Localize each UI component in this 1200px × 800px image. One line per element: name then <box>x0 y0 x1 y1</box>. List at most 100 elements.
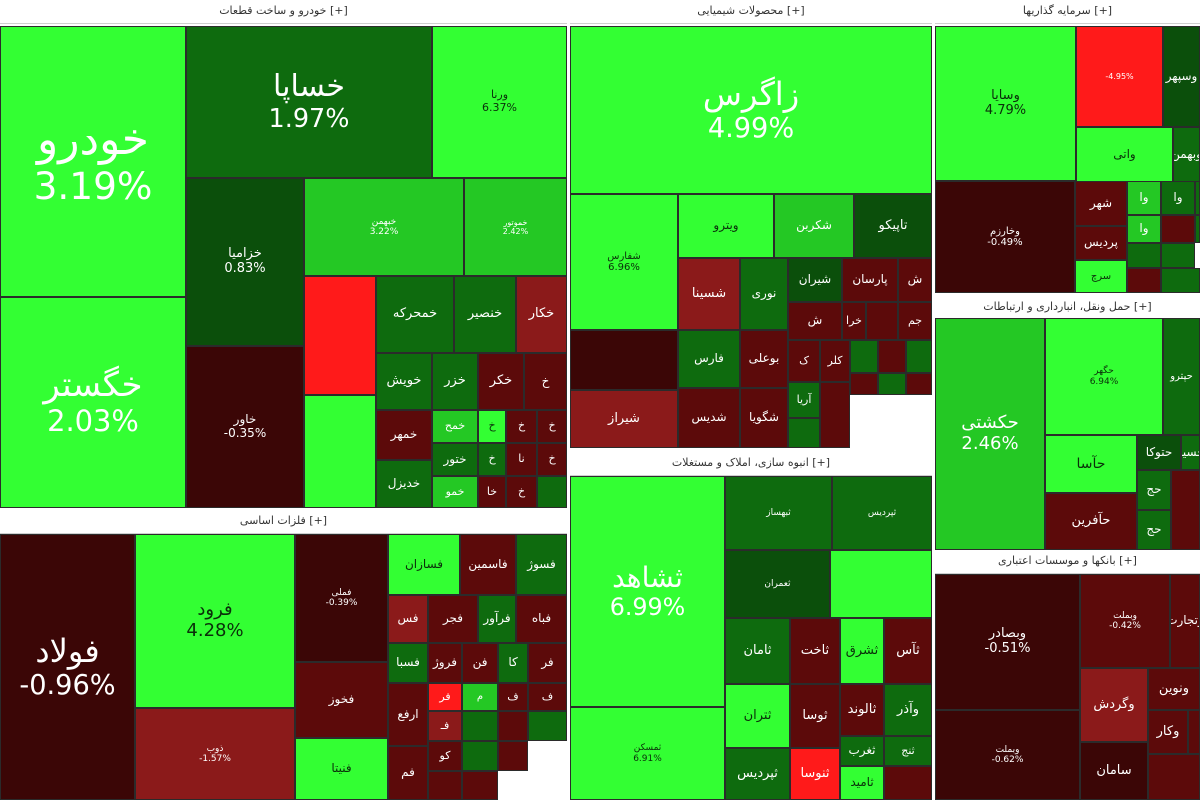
treemap-tile[interactable]: فولاد -0.96% <box>0 534 135 800</box>
treemap-tile[interactable]: خ <box>506 410 537 443</box>
treemap-tile[interactable] <box>850 340 878 373</box>
treemap-tile[interactable] <box>1148 754 1200 800</box>
treemap-tile[interactable] <box>1188 710 1200 754</box>
treemap-tile[interactable]: فرآور <box>478 595 516 643</box>
treemap-tile[interactable] <box>1127 243 1161 268</box>
treemap-tile[interactable]: ف <box>528 683 567 711</box>
treemap-tile[interactable]: فم <box>388 746 428 800</box>
treemap-tile[interactable]: حکشتی 2.46% <box>935 318 1045 550</box>
treemap-tile[interactable]: خموتور 2.42% <box>464 178 567 276</box>
treemap-tile[interactable]: خساپا 1.97% <box>186 26 432 178</box>
treemap-tile[interactable]: وا <box>1161 181 1195 215</box>
treemap-tile[interactable]: ثوسا <box>790 684 840 748</box>
treemap-tile[interactable]: خ <box>478 410 506 443</box>
treemap-tile[interactable]: فسازان <box>388 534 460 595</box>
treemap-tile[interactable] <box>1195 215 1200 243</box>
treemap-tile[interactable] <box>462 741 498 771</box>
treemap-tile[interactable]: فروژ <box>428 643 462 683</box>
treemap-tile[interactable] <box>462 711 498 741</box>
treemap-tile[interactable]: فر <box>428 683 462 711</box>
treemap-tile[interactable]: شفارس 6.96% <box>570 194 678 330</box>
treemap-tile[interactable]: ش <box>898 258 932 302</box>
treemap-tile[interactable] <box>304 395 376 508</box>
treemap-tile[interactable]: شسینا <box>678 258 740 330</box>
treemap-tile[interactable]: حآسا <box>1045 435 1137 493</box>
treemap-tile[interactable]: سرچ <box>1075 260 1127 293</box>
treemap-tile[interactable]: ثامان <box>725 618 790 684</box>
treemap-tile[interactable]: واتی <box>1076 127 1173 182</box>
sector-header[interactable]: محصولات شیمیایی [+] <box>570 0 932 24</box>
treemap-tile[interactable]: وا <box>1127 181 1161 215</box>
treemap-tile[interactable]: شکربن <box>774 194 854 258</box>
sector-header[interactable]: انبوه سازی، املاک و مستغلات [+] <box>570 452 932 476</box>
treemap-tile[interactable] <box>1161 243 1195 268</box>
treemap-tile[interactable] <box>498 711 528 741</box>
treemap-tile[interactable]: خبهمن 3.22% <box>304 178 464 276</box>
treemap-tile[interactable] <box>1171 470 1200 550</box>
treemap-tile[interactable]: فخوز <box>295 662 388 738</box>
treemap-tile[interactable]: فنیتا <box>295 738 388 800</box>
treemap-tile[interactable]: پردیس <box>1075 226 1127 260</box>
treemap-tile[interactable]: کلر <box>820 340 850 382</box>
treemap-tile[interactable]: خ <box>537 410 567 443</box>
treemap-tile[interactable]: فملی -0.39% <box>295 534 388 662</box>
treemap-tile[interactable] <box>884 766 932 800</box>
treemap-tile[interactable]: بوعلی <box>740 330 788 388</box>
treemap-tile[interactable]: ثپردیس <box>832 476 932 550</box>
treemap-tile[interactable] <box>866 302 898 340</box>
treemap-tile[interactable] <box>820 382 850 448</box>
treemap-tile[interactable]: نا <box>506 443 537 476</box>
treemap-tile[interactable]: شیراز <box>570 390 678 448</box>
treemap-tile[interactable] <box>1161 268 1200 293</box>
treemap-tile[interactable]: پارسان <box>842 258 898 302</box>
sector-header[interactable]: خودرو و ساخت قطعات [+] <box>0 0 567 24</box>
sector-header[interactable]: بانکها و موسسات اعتباری [+] <box>935 550 1200 574</box>
treemap-tile[interactable]: فسوژ <box>516 534 567 595</box>
treemap-tile[interactable]: حج <box>1137 510 1171 550</box>
treemap-tile[interactable]: کا <box>498 643 528 683</box>
treemap-tile[interactable]: شگویا <box>740 388 788 448</box>
treemap-tile[interactable]: م <box>462 683 498 711</box>
treemap-tile[interactable]: فسبا <box>388 643 428 683</box>
treemap-tile[interactable]: ثشاهد 6.99% <box>570 476 725 707</box>
treemap-tile[interactable] <box>878 340 906 373</box>
treemap-tile[interactable]: وتجارت <box>1170 574 1200 668</box>
treemap-tile[interactable]: خ <box>506 476 537 508</box>
treemap-tile[interactable]: خمو <box>432 476 478 508</box>
treemap-tile[interactable] <box>1127 268 1161 293</box>
treemap-tile[interactable]: ثپردیس <box>725 748 790 800</box>
treemap-tile[interactable]: آریا <box>788 382 820 418</box>
treemap-tile[interactable]: ثشرق <box>840 618 884 684</box>
treemap-tile[interactable]: حج <box>1137 470 1171 510</box>
sector-header[interactable]: فلزات اساسی [+] <box>0 510 567 534</box>
treemap-tile[interactable]: ثتران <box>725 684 790 748</box>
treemap-tile[interactable]: فس <box>388 595 428 643</box>
treemap-tile[interactable]: حپترو <box>1163 318 1200 435</box>
treemap-tile[interactable]: وبصادر -0.51% <box>935 574 1080 710</box>
treemap-tile[interactable]: وسایا 4.79% <box>935 26 1076 181</box>
treemap-tile[interactable] <box>906 340 932 373</box>
treemap-tile[interactable]: حآفرین <box>1045 493 1137 550</box>
treemap-tile[interactable] <box>906 373 932 395</box>
treemap-tile[interactable]: حسیر <box>1181 435 1200 470</box>
treemap-tile[interactable]: ثعمران <box>725 550 830 618</box>
treemap-tile[interactable] <box>1161 215 1195 243</box>
treemap-tile[interactable]: ثبهساز <box>725 476 832 550</box>
sector-header[interactable]: حمل ونقل، انبارداری و ارتباطات [+] <box>935 296 1200 320</box>
treemap-tile[interactable]: -4.95% <box>1076 26 1163 127</box>
treemap-tile[interactable]: ثالوند <box>840 684 884 736</box>
treemap-tile[interactable]: خزامیا 0.83% <box>186 178 304 346</box>
treemap-tile[interactable]: خنصیر <box>454 276 516 353</box>
treemap-tile[interactable]: خکر <box>478 353 524 410</box>
treemap-tile[interactable] <box>428 771 462 800</box>
treemap-tile[interactable]: وبملت -0.62% <box>935 710 1080 800</box>
treemap-tile[interactable]: کو <box>428 741 462 771</box>
treemap-tile[interactable]: ونوین <box>1148 668 1200 710</box>
sector-header[interactable]: سرمایه گذاریها [+] <box>935 0 1200 24</box>
treemap-tile[interactable]: وخارزم -0.49% <box>935 181 1075 293</box>
treemap-tile[interactable]: فباه <box>516 595 567 643</box>
treemap-tile[interactable] <box>878 373 906 395</box>
treemap-tile[interactable]: خویش <box>376 353 432 410</box>
treemap-tile[interactable]: خاور -0.35% <box>186 346 304 508</box>
treemap-tile[interactable]: خزر <box>432 353 478 410</box>
